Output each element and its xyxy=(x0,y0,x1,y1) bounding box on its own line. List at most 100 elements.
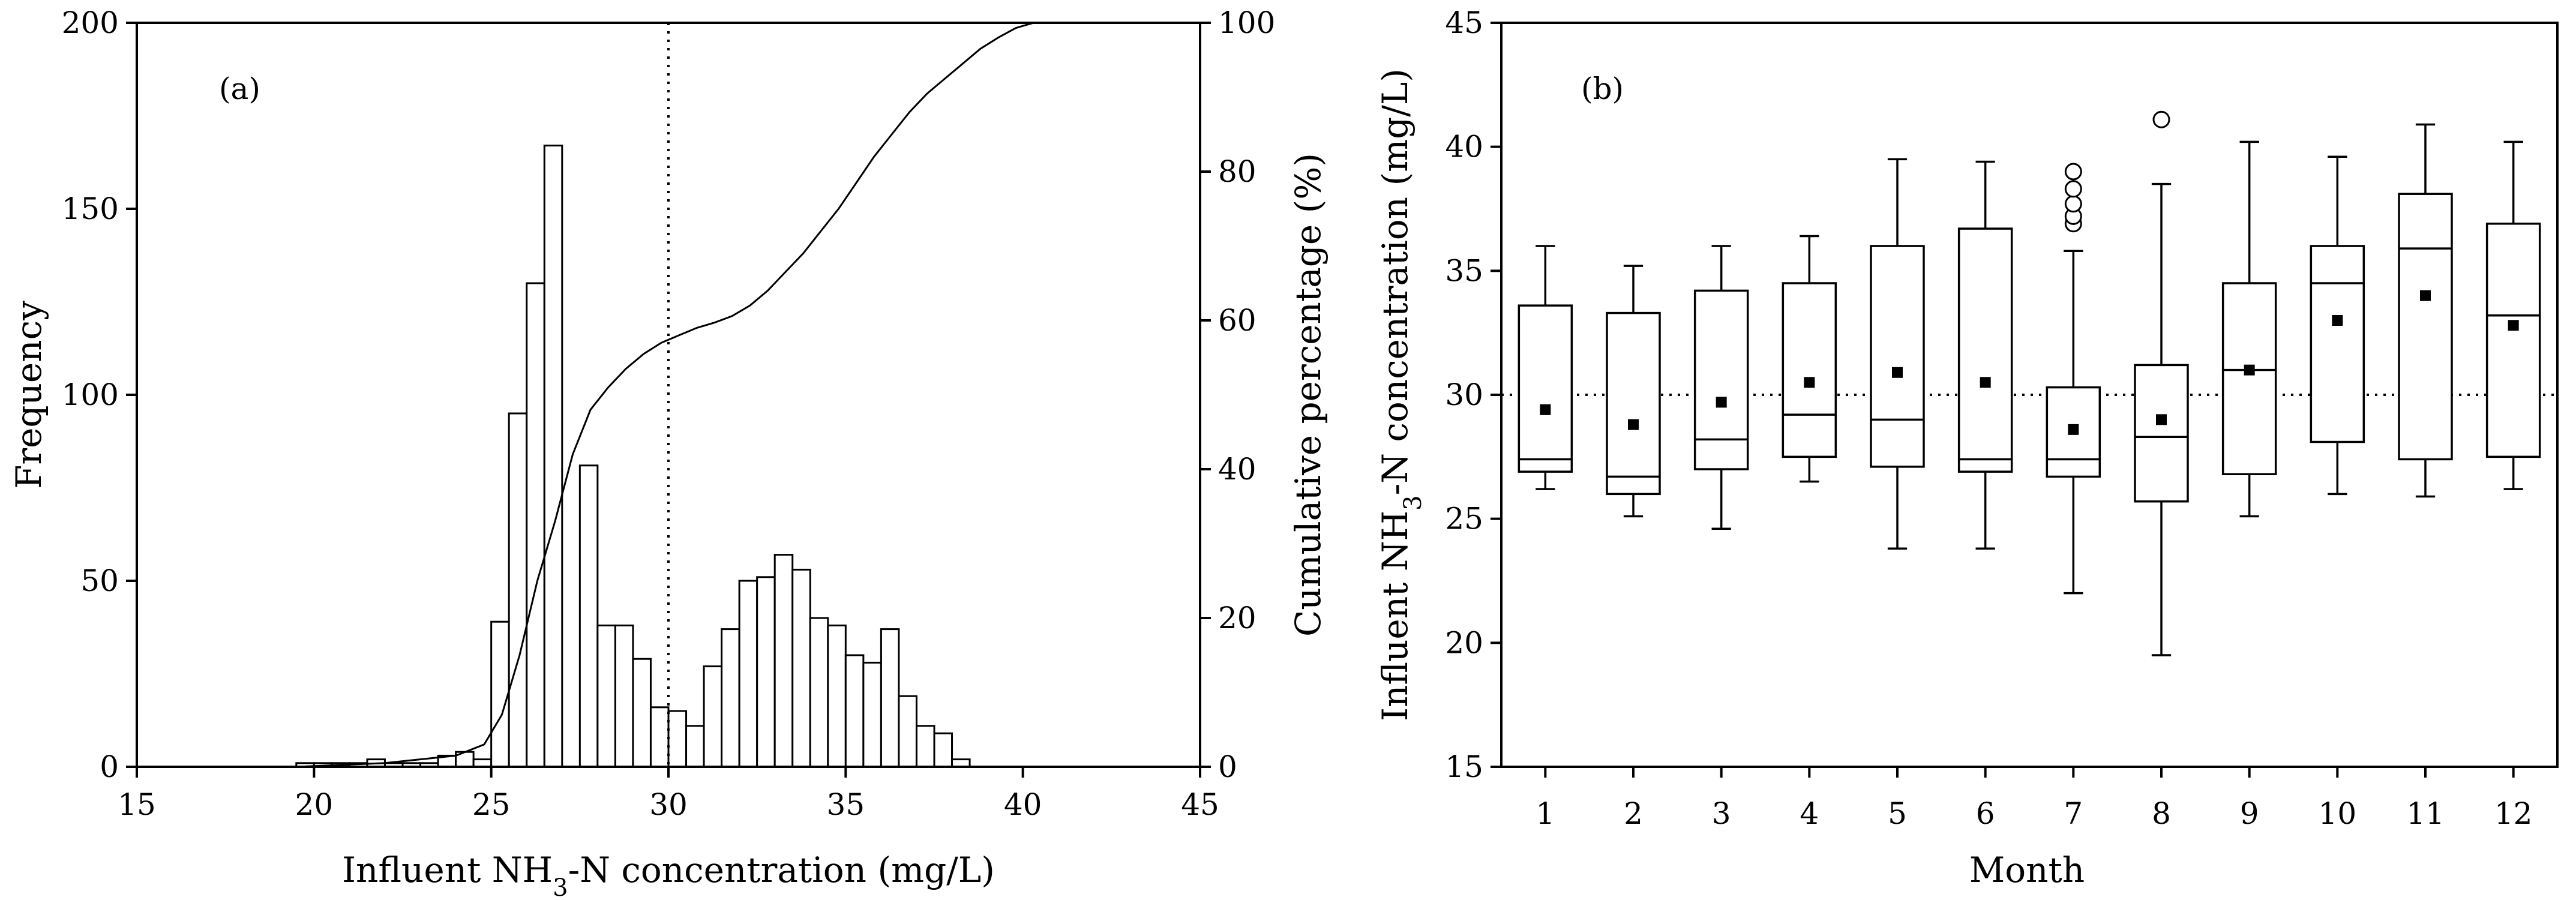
histogram-bar xyxy=(596,624,616,768)
iqr-box xyxy=(2398,193,2453,461)
box-month-2 xyxy=(1606,265,1661,518)
outlier-point xyxy=(2064,195,2082,213)
x-tick-label: 25 xyxy=(472,787,511,822)
histogram-bar xyxy=(827,624,847,768)
box-month-6 xyxy=(1957,160,2013,550)
iqr-box xyxy=(2221,282,2277,476)
y-tick-label-b: 40 xyxy=(1445,130,1483,164)
histogram-bar xyxy=(809,617,829,768)
histogram-bar xyxy=(508,412,528,768)
iqr-box xyxy=(1870,245,1925,468)
mean-marker xyxy=(1980,377,1991,388)
month-label: 5 xyxy=(1888,796,1907,831)
x-tick-label: 45 xyxy=(1181,787,1219,822)
mean-marker xyxy=(1804,377,1815,388)
y-tick-label: 150 xyxy=(62,191,119,226)
y-tick-label-b: 15 xyxy=(1445,749,1483,784)
histogram-bar xyxy=(632,658,652,768)
histogram-bar xyxy=(543,145,563,768)
month-label: 6 xyxy=(1976,796,1995,831)
mean-marker xyxy=(1892,367,1903,378)
histogram-bar xyxy=(614,624,634,768)
box-month-1 xyxy=(1518,245,1573,490)
histogram-bar xyxy=(898,695,917,768)
y-axis-ticks: 0 50 100 150 200 xyxy=(62,5,137,784)
y-tick-label-b: 45 xyxy=(1445,5,1483,40)
y2-tick-label: 100 xyxy=(1218,5,1275,40)
x-tick-label: 15 xyxy=(118,787,156,822)
mean-marker xyxy=(2156,414,2167,425)
mean-marker xyxy=(2068,424,2079,435)
cumulative-curve xyxy=(296,22,1200,768)
x-tick-label: 35 xyxy=(827,787,865,822)
x-axis-title-a: Influent NH3-N concentration (mg/L) xyxy=(342,850,995,900)
y2-axis-title-a: Cumulative percentage (%) xyxy=(1288,153,1329,637)
box-month-9 xyxy=(2221,140,2277,518)
histogram-panel: 15 20 25 30 35 40 45 0 50 100 150 200 0 20 40 60 80 100… xyxy=(8,5,1329,900)
iqr-box xyxy=(2134,364,2189,503)
y2-tick-label: 0 xyxy=(1218,749,1237,784)
box-month-10 xyxy=(2310,155,2365,496)
iqr-box xyxy=(1782,282,1837,458)
mean-marker xyxy=(1540,404,1551,415)
month-label: 3 xyxy=(1712,796,1731,831)
mean-marker xyxy=(2420,290,2431,301)
x-tick-label: 20 xyxy=(295,787,334,822)
month-label: 1 xyxy=(1536,796,1555,831)
histogram-bars xyxy=(295,145,971,768)
box-plots xyxy=(1518,110,2541,656)
y-axis-title-a: Frequency xyxy=(8,301,49,489)
month-label: 9 xyxy=(2240,796,2259,831)
y-tick-label: 200 xyxy=(62,5,119,40)
histogram-bar xyxy=(738,580,758,768)
histogram-bar xyxy=(880,628,900,768)
x-tick-label: 30 xyxy=(649,787,688,822)
iqr-box xyxy=(2310,245,2365,443)
histogram-bar xyxy=(862,661,882,768)
panel-label-a: (a) xyxy=(219,71,260,106)
mean-marker xyxy=(2332,315,2343,326)
y2-tick-label: 40 xyxy=(1218,452,1256,487)
iqr-box xyxy=(1518,304,1573,473)
mean-marker xyxy=(1628,419,1639,430)
histogram-bar xyxy=(773,554,794,768)
histogram-bar xyxy=(915,725,935,768)
x-axis-ticks-b: 1 2 3 4 5 6 7 8 9 10 11 12 xyxy=(1536,767,2532,831)
y-tick-label: 100 xyxy=(62,377,119,412)
mean-marker xyxy=(1716,397,1727,408)
x-axis-title-b: Month xyxy=(1969,850,2085,890)
month-label: 4 xyxy=(1800,796,1819,831)
histogram-bar xyxy=(667,710,688,768)
month-label: 11 xyxy=(2406,796,2445,831)
month-label: 12 xyxy=(2494,796,2533,831)
box-month-3 xyxy=(1693,245,1749,530)
box-month-5 xyxy=(1870,158,1925,550)
x-axis-ticks: 15 20 25 30 35 40 45 xyxy=(118,767,1219,822)
y-tick-label: 0 xyxy=(100,749,119,784)
histogram-bar xyxy=(791,568,811,768)
y2-tick-label: 20 xyxy=(1218,601,1256,635)
y2-tick-label: 80 xyxy=(1218,154,1256,189)
histogram-bar xyxy=(526,282,545,768)
y-tick-label-b: 20 xyxy=(1445,625,1483,660)
outlier-point xyxy=(2152,110,2170,128)
month-label: 7 xyxy=(2064,796,2083,831)
histogram-bar xyxy=(756,576,776,768)
month-label: 8 xyxy=(2152,796,2171,831)
month-label: 2 xyxy=(1624,796,1643,831)
box-month-8 xyxy=(2134,110,2189,656)
histogram-bar xyxy=(649,706,670,768)
iqr-box xyxy=(1693,289,1749,470)
box-month-4 xyxy=(1782,235,1837,483)
box-month-7 xyxy=(2046,163,2101,595)
histogram-bar xyxy=(721,628,740,768)
box-month-12 xyxy=(2485,140,2541,490)
x-tick-label: 40 xyxy=(1004,787,1042,822)
y2-axis-ticks: 0 20 40 60 80 100 xyxy=(1200,5,1275,784)
y-tick-label-b: 35 xyxy=(1445,253,1483,288)
mean-marker xyxy=(2508,320,2519,331)
histogram-bar xyxy=(490,620,510,768)
histogram-bar xyxy=(933,732,953,768)
y-tick-label: 50 xyxy=(80,563,119,598)
